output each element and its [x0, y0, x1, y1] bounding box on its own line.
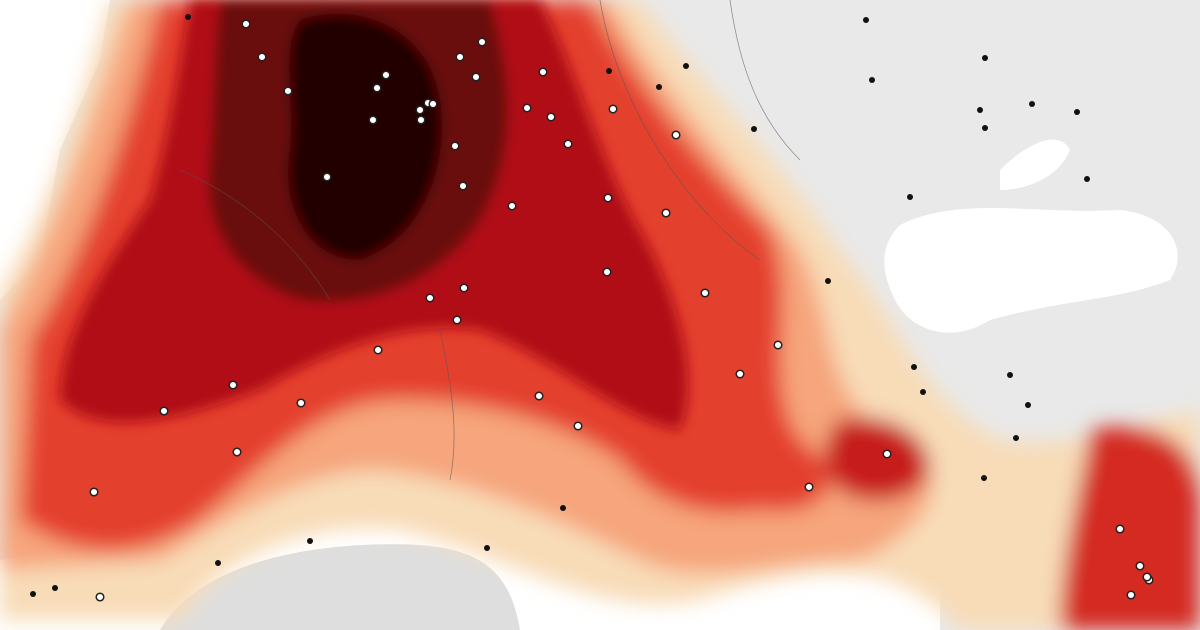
- black-sea: [884, 208, 1178, 333]
- city-dot: [307, 538, 313, 544]
- city-dot: [30, 591, 36, 597]
- city-dot: [415, 105, 425, 115]
- city-dot: [459, 283, 469, 293]
- city-dot: [52, 585, 58, 591]
- city-dot: [656, 84, 662, 90]
- city-dot: [215, 560, 221, 566]
- city-dot: [159, 406, 169, 416]
- city-dot: [560, 505, 566, 511]
- city-dot: [458, 181, 468, 191]
- heat-high-east: [1060, 426, 1200, 630]
- city-dot: [735, 369, 745, 379]
- heat-high-anatolia: [825, 417, 930, 501]
- city-dot: [608, 104, 618, 114]
- city-dot: [450, 141, 460, 151]
- city-dot: [484, 545, 490, 551]
- city-dot: [982, 125, 988, 131]
- city-dot: [428, 99, 438, 109]
- city-dot: [804, 482, 814, 492]
- city-dot: [602, 267, 612, 277]
- city-dot: [372, 83, 382, 93]
- city-dot: [671, 130, 681, 140]
- city-dot: [1013, 435, 1019, 441]
- city-dot: [296, 398, 306, 408]
- city-dot: [95, 592, 105, 602]
- city-dot: [232, 447, 242, 457]
- city-dot: [507, 201, 517, 211]
- city-dot: [477, 37, 487, 47]
- city-dot: [1135, 561, 1145, 571]
- city-dot: [825, 278, 831, 284]
- city-dot: [425, 293, 435, 303]
- city-dot: [700, 288, 710, 298]
- border: [179, 169, 331, 301]
- city-dot: [522, 103, 532, 113]
- city-dot: [1142, 572, 1152, 582]
- city-dot: [368, 115, 378, 125]
- city-dot: [455, 52, 465, 62]
- city-dot: [563, 139, 573, 149]
- city-dot: [228, 380, 238, 390]
- azov-sea: [1000, 139, 1070, 190]
- city-dot: [1115, 524, 1125, 534]
- city-dot: [283, 86, 293, 96]
- city-dot: [452, 315, 462, 325]
- city-dot: [89, 487, 99, 497]
- city-dot: [751, 126, 757, 132]
- city-dot: [381, 70, 391, 80]
- city-dot: [982, 55, 988, 61]
- city-dot: [606, 68, 612, 74]
- city-dot: [869, 77, 875, 83]
- city-dot: [573, 421, 583, 431]
- city-dot: [1025, 402, 1031, 408]
- city-dot: [1029, 101, 1035, 107]
- city-dot: [981, 475, 987, 481]
- city-dot: [1007, 372, 1013, 378]
- city-dot: [546, 112, 556, 122]
- heat-record: [288, 13, 442, 261]
- city-dot: [920, 389, 926, 395]
- atlantic: [0, 0, 110, 300]
- city-dot: [257, 52, 267, 62]
- city-dot: [911, 364, 917, 370]
- city-dot: [538, 67, 548, 77]
- city-dot: [322, 172, 332, 182]
- border: [439, 329, 455, 481]
- city-dot: [863, 17, 869, 23]
- city-dot: [185, 14, 191, 20]
- north-africa: [160, 544, 520, 630]
- city-dot: [907, 194, 913, 200]
- city-dot: [241, 19, 251, 29]
- city-dots: [30, 14, 1154, 602]
- city-dot: [1074, 109, 1080, 115]
- border: [599, 0, 761, 261]
- city-dot: [471, 72, 481, 82]
- city-dot: [661, 208, 671, 218]
- city-dot: [534, 391, 544, 401]
- borders: [179, 0, 801, 481]
- city-dot: [882, 449, 892, 459]
- border: [729, 0, 801, 161]
- city-dot: [416, 115, 426, 125]
- city-dot: [603, 193, 613, 203]
- city-dot: [977, 107, 983, 113]
- city-dot: [773, 340, 783, 350]
- city-dot: [683, 63, 689, 69]
- city-dot: [1084, 176, 1090, 182]
- city-dot: [373, 345, 383, 355]
- city-dot: [1126, 590, 1136, 600]
